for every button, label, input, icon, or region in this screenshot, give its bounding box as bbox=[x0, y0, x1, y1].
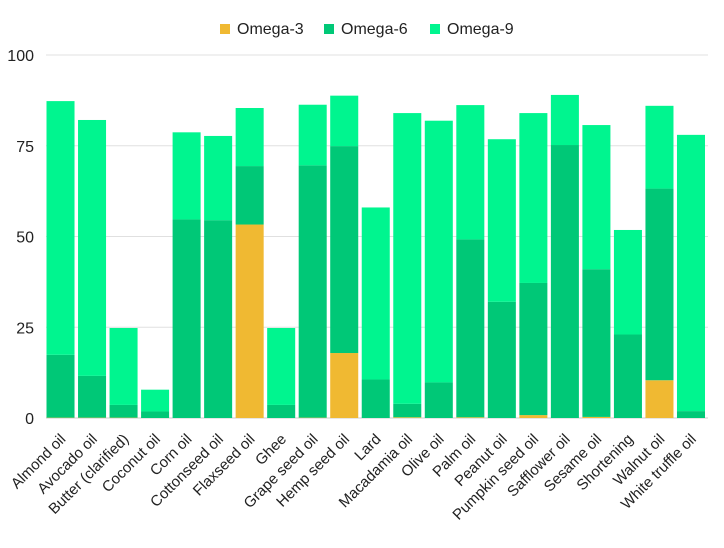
bar-segment-omega-6 bbox=[267, 405, 295, 418]
bar-segment-omega-6 bbox=[110, 405, 138, 418]
bar-segment-omega-9 bbox=[78, 120, 106, 376]
y-tick-label: 25 bbox=[16, 320, 34, 337]
y-tick-label: 100 bbox=[7, 48, 34, 65]
bar-segment-omega-9 bbox=[456, 105, 484, 239]
bar-segment-omega-3 bbox=[393, 417, 421, 418]
bar-segment-omega-9 bbox=[677, 135, 705, 411]
bar-segment-omega-9 bbox=[614, 230, 642, 335]
bar-segment-omega-9 bbox=[362, 207, 390, 379]
bar-segment-omega-9 bbox=[299, 105, 327, 166]
bar-segment-omega-9 bbox=[488, 139, 516, 302]
bar-segment-omega-6 bbox=[141, 411, 169, 418]
bars bbox=[47, 95, 706, 418]
bar-segment-omega-9 bbox=[236, 108, 264, 166]
bar-segment-omega-6 bbox=[78, 376, 106, 418]
legend-label: Omega-6 bbox=[341, 21, 408, 38]
legend: Omega-3 Omega-6 Omega-9 bbox=[220, 21, 514, 38]
bar-segment-omega-9 bbox=[582, 125, 610, 269]
y-tick-label: 75 bbox=[16, 139, 34, 156]
bar-segment-omega-3 bbox=[582, 417, 610, 418]
bar-segment-omega-9 bbox=[47, 101, 75, 355]
bar-segment-omega-6 bbox=[582, 269, 610, 417]
bar-segment-omega-9 bbox=[393, 113, 421, 404]
y-tick-label: 0 bbox=[25, 411, 34, 428]
bar-segment-omega-3 bbox=[645, 380, 673, 418]
bar-segment-omega-3 bbox=[330, 353, 358, 418]
bar-segment-omega-9 bbox=[267, 328, 295, 405]
legend-swatch bbox=[430, 24, 440, 34]
bar-segment-omega-3 bbox=[236, 225, 264, 418]
bar-segment-omega-6 bbox=[362, 380, 390, 418]
bar-segment-omega-6 bbox=[236, 166, 264, 224]
bar-segment-omega-6 bbox=[456, 239, 484, 417]
bar-segment-omega-6 bbox=[393, 404, 421, 417]
legend-swatch bbox=[324, 24, 334, 34]
bar-segment-omega-9 bbox=[330, 96, 358, 146]
bar-segment-omega-9 bbox=[519, 113, 547, 283]
legend-swatch bbox=[220, 24, 230, 34]
bar-segment-omega-6 bbox=[425, 382, 453, 418]
bar-segment-omega-9 bbox=[204, 136, 232, 220]
bar-segment-omega-6 bbox=[488, 302, 516, 418]
bar-segment-omega-9 bbox=[645, 106, 673, 189]
bar-segment-omega-6 bbox=[614, 335, 642, 418]
legend-label: Omega-9 bbox=[447, 21, 514, 38]
y-tick-label: 50 bbox=[16, 230, 34, 247]
bar-segment-omega-6 bbox=[677, 411, 705, 418]
bar-segment-omega-3 bbox=[519, 415, 547, 418]
bar-segment-omega-6 bbox=[551, 145, 579, 418]
bar-segment-omega-9 bbox=[551, 95, 579, 145]
bar-segment-omega-6 bbox=[519, 283, 547, 415]
y-axis-ticks: 0 25 50 75 100 bbox=[7, 48, 34, 428]
bar-segment-omega-6 bbox=[47, 355, 75, 418]
bar-segment-omega-6 bbox=[204, 220, 232, 418]
bar-segment-omega-6 bbox=[330, 146, 358, 353]
legend-label: Omega-3 bbox=[237, 21, 304, 38]
bar-segment-omega-9 bbox=[141, 390, 169, 412]
bar-segment-omega-6 bbox=[299, 165, 327, 417]
bar-segment-omega-9 bbox=[425, 121, 453, 383]
bar-segment-omega-9 bbox=[110, 328, 138, 405]
bar-segment-omega-6 bbox=[645, 189, 673, 381]
bar-segment-omega-9 bbox=[173, 132, 201, 219]
bar-segment-omega-3 bbox=[456, 417, 484, 418]
bar-segment-omega-6 bbox=[173, 219, 201, 418]
